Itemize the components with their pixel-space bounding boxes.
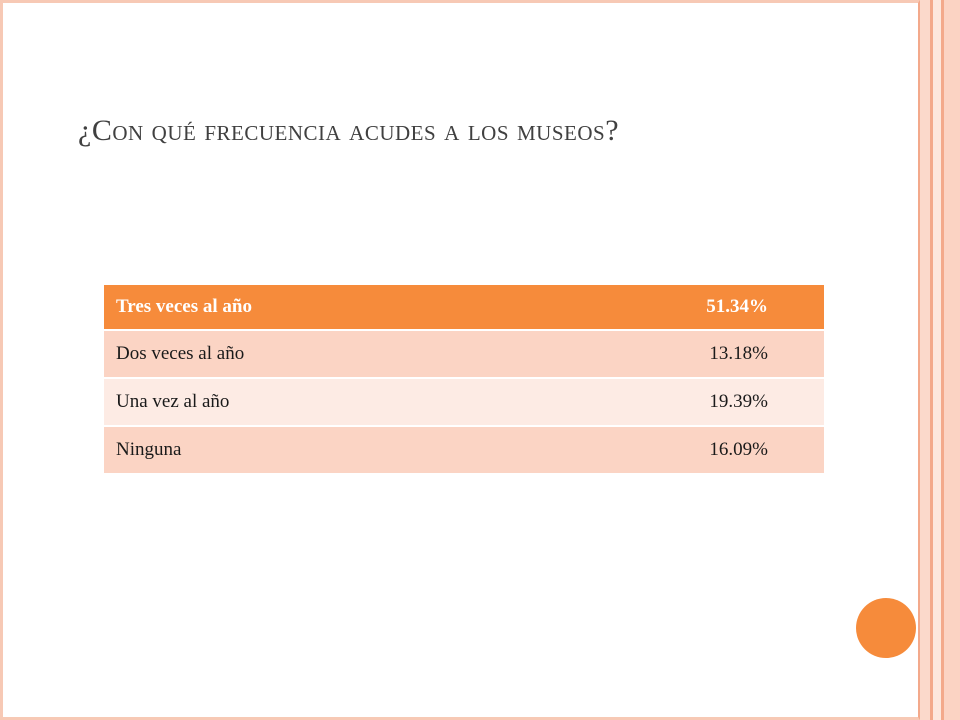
decor-stripe	[941, 0, 944, 720]
table-row: Ninguna 16.09%	[104, 425, 824, 473]
row-label: Tres veces al año	[104, 285, 502, 330]
row-value: 16.09%	[501, 425, 824, 473]
table-row: Dos veces al año 13.18%	[104, 329, 824, 378]
row-label: Una vez al año	[104, 377, 502, 426]
decor-circle	[856, 598, 916, 658]
decor-stripe	[944, 0, 960, 720]
row-label: Dos veces al año	[104, 329, 502, 378]
row-value: 51.34%	[501, 285, 824, 330]
row-value: 13.18%	[501, 329, 824, 378]
table-row: Tres veces al año 51.34%	[104, 285, 824, 330]
decor-stripe	[920, 0, 930, 720]
slide-frame	[0, 0, 920, 720]
row-label: Ninguna	[104, 425, 502, 473]
decor-stripe	[930, 0, 933, 720]
table-row: Una vez al año 19.39%	[104, 377, 824, 426]
decor-stripe	[933, 0, 941, 720]
frequency-table: Tres veces al año 51.34% Dos veces al añ…	[104, 285, 824, 473]
row-value: 19.39%	[501, 377, 824, 426]
slide-title: ¿Con qué frecuencia acudes a los museos?	[78, 114, 620, 147]
